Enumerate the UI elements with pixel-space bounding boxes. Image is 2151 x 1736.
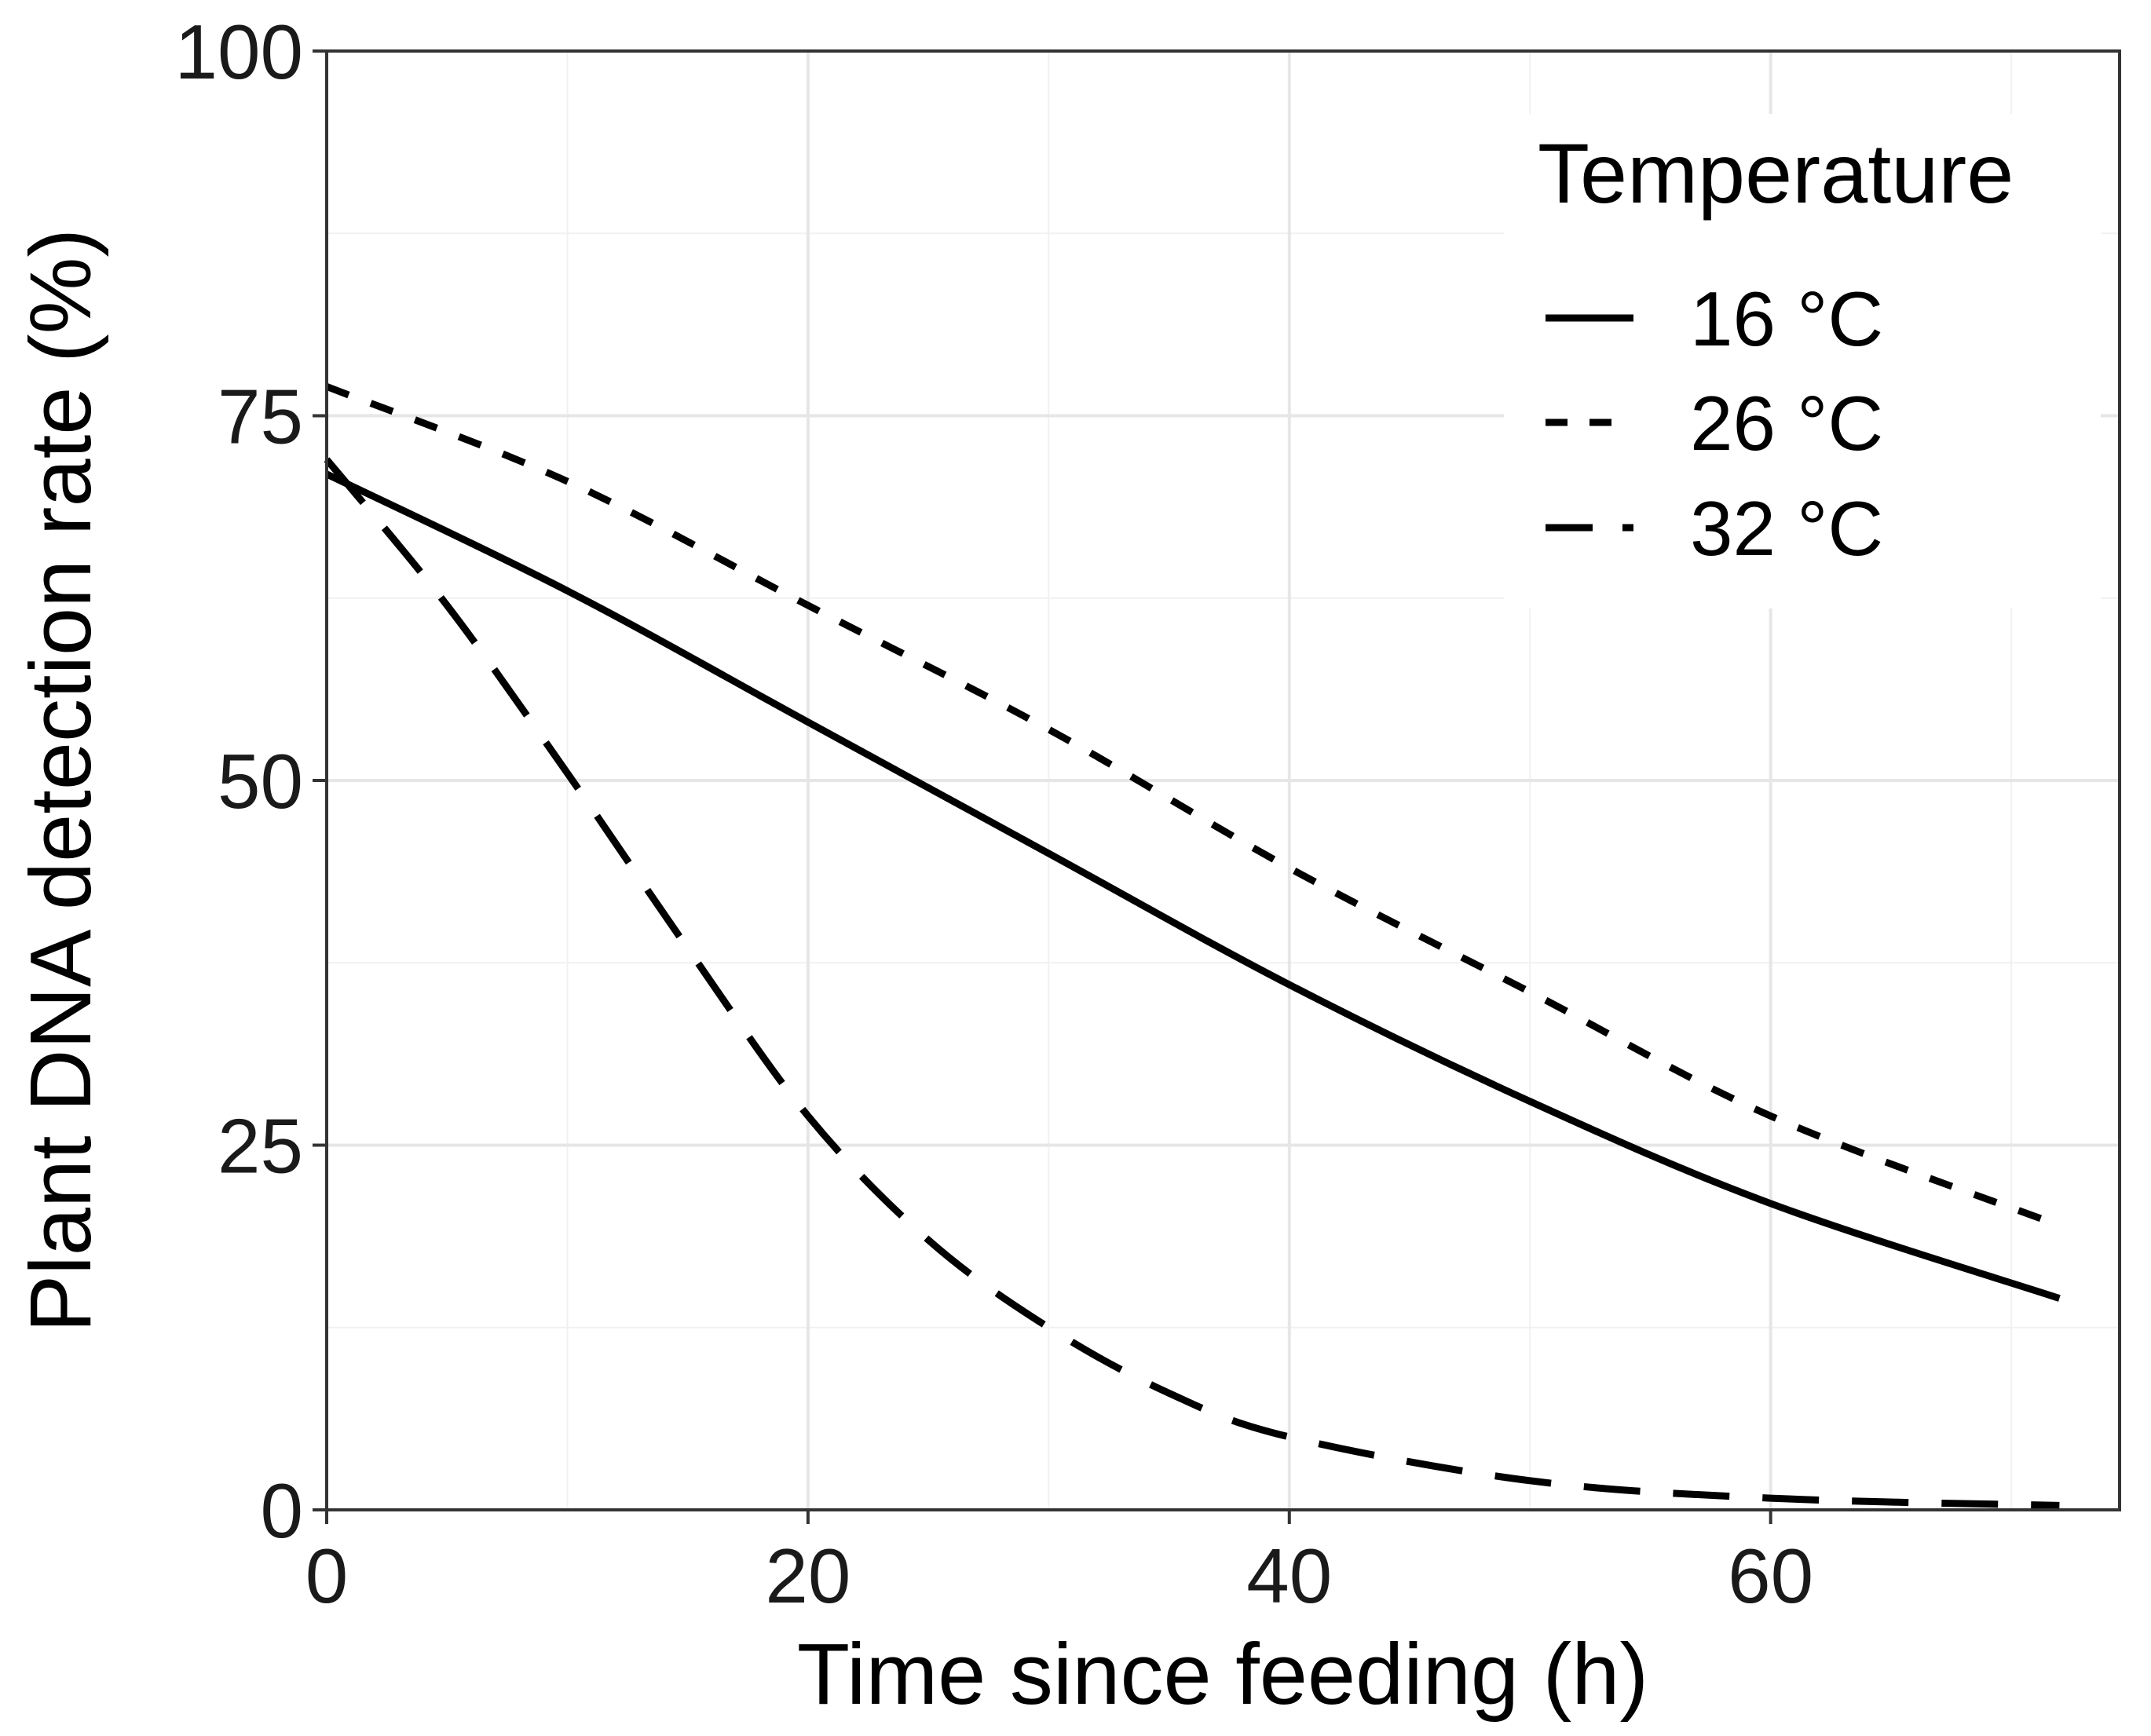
legend-label-3: 32 °C bbox=[1690, 485, 1883, 572]
legend-label-2: 26 °C bbox=[1690, 380, 1883, 466]
x-tick-label: 0 bbox=[305, 1533, 349, 1619]
series-line-1 bbox=[325, 470, 2061, 1302]
y-tick-label: 50 bbox=[218, 738, 303, 824]
y-axis: 0 25 50 75 100 bbox=[174, 9, 327, 1554]
series-line-3 bbox=[324, 457, 2060, 1509]
x-tick-label: 40 bbox=[1246, 1533, 1332, 1619]
series-line-2 bbox=[325, 383, 2061, 1229]
x-axis: 0 20 40 60 bbox=[305, 1510, 1813, 1619]
y-axis-title: Plant DNA detection rate (%) bbox=[13, 228, 109, 1332]
legend: Temperature 16 °C 26 °C 32 °C bbox=[1504, 114, 2101, 609]
x-tick-label: 20 bbox=[765, 1533, 851, 1619]
legend-items: 16 °C 26 °C 32 °C bbox=[1546, 276, 1883, 572]
y-tick-label: 75 bbox=[218, 374, 303, 460]
legend-background bbox=[1504, 114, 2101, 609]
legend-label-1: 16 °C bbox=[1690, 276, 1883, 362]
y-tick-label: 0 bbox=[260, 1467, 303, 1554]
series-lines bbox=[324, 383, 2061, 1509]
y-tick-label: 100 bbox=[174, 9, 303, 95]
legend-title: Temperature bbox=[1538, 126, 2014, 221]
x-tick-label: 60 bbox=[1728, 1533, 1813, 1619]
y-tick-label: 25 bbox=[218, 1103, 303, 1190]
x-axis-title: Time since feeding (h) bbox=[797, 1626, 1648, 1723]
